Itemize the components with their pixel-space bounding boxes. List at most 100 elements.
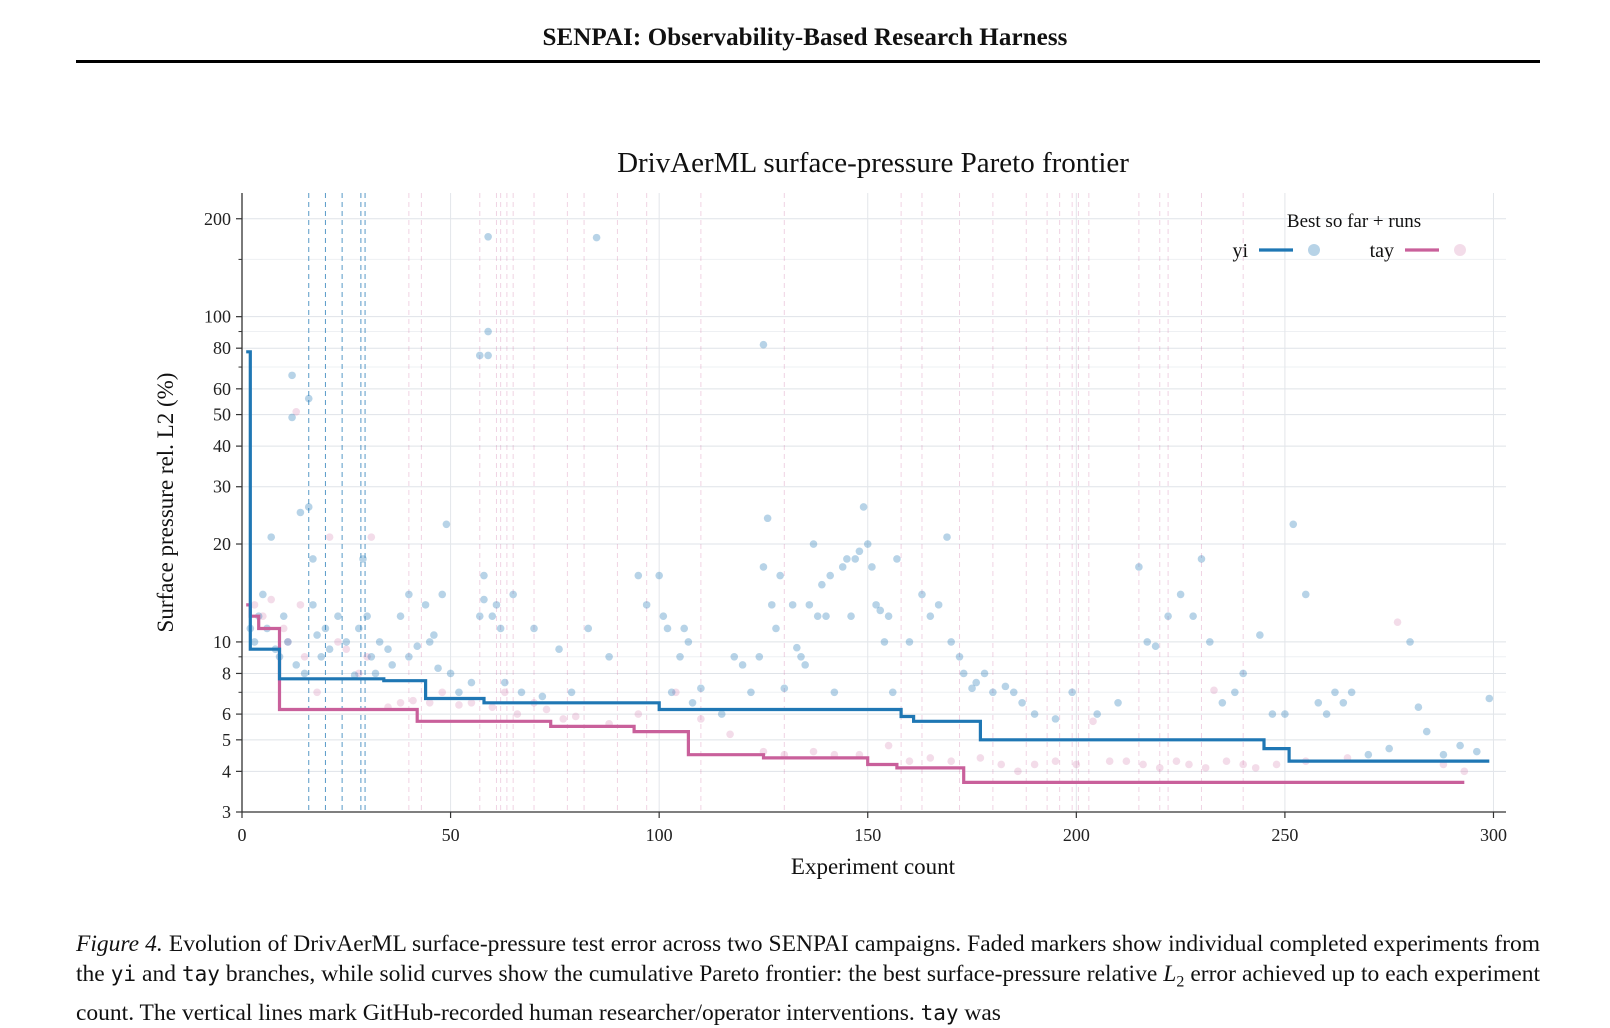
run-marker-yi xyxy=(793,643,801,652)
run-marker-yi xyxy=(496,624,505,633)
run-marker-yi xyxy=(1135,563,1143,571)
run-marker-yi xyxy=(1197,555,1206,563)
run-marker-yi xyxy=(304,394,313,403)
run-marker-tay xyxy=(501,688,509,697)
frontier-line-yi xyxy=(246,350,1490,763)
x-tick-label: 50 xyxy=(442,825,460,845)
run-marker-yi xyxy=(1218,698,1227,707)
run-marker-yi xyxy=(918,590,926,599)
run-marker-tay xyxy=(409,696,417,705)
run-marker-yi xyxy=(801,661,809,669)
run-marker-yi xyxy=(684,638,693,646)
run-marker-yi xyxy=(947,638,955,646)
run-marker-yi xyxy=(1164,612,1172,620)
caption-math-l2: L2 xyxy=(1163,961,1185,991)
run-marker-yi xyxy=(1001,682,1010,691)
run-marker-yi xyxy=(838,563,847,571)
run-marker-yi xyxy=(488,612,497,620)
run-marker-yi xyxy=(826,571,834,580)
run-marker-yi xyxy=(396,612,405,620)
run-marker-yi xyxy=(880,638,889,646)
caption-text-5: was xyxy=(958,999,1001,1026)
run-marker-tay xyxy=(559,715,568,723)
run-marker-yi xyxy=(888,688,897,697)
run-marker-yi xyxy=(1439,750,1448,759)
run-marker-yi xyxy=(1068,688,1076,697)
run-marker-tay xyxy=(467,698,476,707)
y-tick-label: 200 xyxy=(204,209,231,229)
y-tick-label: 60 xyxy=(213,379,231,399)
x-tick-label: 300 xyxy=(1480,825,1507,845)
run-marker-tay xyxy=(726,730,734,739)
run-marker-yi xyxy=(1239,669,1247,678)
y-tick-label: 80 xyxy=(213,338,231,358)
run-marker-yi xyxy=(697,684,705,693)
run-marker-tay xyxy=(425,698,434,707)
run-marker-yi xyxy=(430,631,438,639)
run-marker-yi xyxy=(851,555,860,563)
run-marker-yi xyxy=(843,555,851,563)
run-marker-yi xyxy=(755,653,764,661)
run-marker-yi xyxy=(313,631,321,639)
run-marker-yi xyxy=(425,638,434,646)
run-marker-tay xyxy=(697,715,705,723)
caption-code-yi: yi xyxy=(110,962,137,986)
run-marker-yi xyxy=(455,688,463,697)
run-marker-yi xyxy=(1143,638,1152,646)
y-tick-label: 10 xyxy=(213,632,231,652)
run-marker-yi xyxy=(884,612,893,620)
run-marker-yi xyxy=(325,645,334,653)
y-tick-label: 5 xyxy=(222,730,231,750)
run-marker-yi xyxy=(868,563,876,571)
y-tick-label: 40 xyxy=(213,436,231,456)
run-marker-tay xyxy=(542,705,551,714)
run-marker-yi xyxy=(405,590,413,599)
run-marker-yi xyxy=(1030,710,1039,718)
run-marker-yi xyxy=(980,669,989,678)
run-marker-yi xyxy=(830,688,839,697)
run-marker-tay xyxy=(1272,760,1281,769)
run-marker-yi xyxy=(1289,520,1298,529)
run-marker-yi xyxy=(759,563,768,571)
run-marker-yi xyxy=(1314,698,1323,707)
run-marker-yi xyxy=(667,688,676,697)
legend-marker-yi xyxy=(1308,244,1320,256)
run-marker-tay xyxy=(267,595,276,604)
run-marker-yi xyxy=(501,678,509,687)
run-marker-tay xyxy=(926,754,935,762)
run-marker-yi xyxy=(259,590,267,599)
y-tick-label: 6 xyxy=(222,704,231,724)
run-marker-tay xyxy=(250,601,259,609)
run-marker-yi xyxy=(413,642,422,651)
run-marker-yi xyxy=(304,503,313,511)
run-marker-yi xyxy=(1331,688,1339,697)
run-marker-yi xyxy=(822,612,830,620)
run-marker-yi xyxy=(492,601,501,609)
run-marker-tay xyxy=(884,741,893,750)
run-marker-yi xyxy=(530,624,538,633)
frontier-line-tay xyxy=(246,603,1465,784)
run-marker-tay xyxy=(1155,764,1164,772)
run-marker-yi xyxy=(475,351,484,360)
run-marker-yi xyxy=(688,698,697,707)
run-marker-yi xyxy=(1347,688,1356,697)
run-marker-yi xyxy=(1176,590,1185,599)
chart-title: DrivAerML surface-pressure Pareto fronti… xyxy=(617,147,1129,179)
y-tick-label: 100 xyxy=(204,307,231,327)
run-marker-yi xyxy=(655,571,663,580)
run-marker-yi xyxy=(788,601,797,609)
run-marker-yi xyxy=(1256,631,1264,639)
run-marker-yi xyxy=(1339,698,1348,707)
run-marker-yi xyxy=(250,638,259,646)
run-marker-yi xyxy=(1364,750,1373,759)
run-marker-yi xyxy=(863,540,872,548)
run-marker-yi xyxy=(972,678,981,687)
run-marker-yi xyxy=(943,533,951,541)
run-marker-yi xyxy=(859,503,868,511)
figure-caption: Figure 4. Evolution of DrivAerML surface… xyxy=(76,929,1540,1028)
run-marker-yi xyxy=(847,612,855,620)
run-marker-yi xyxy=(567,688,576,697)
run-marker-yi xyxy=(375,638,384,646)
run-marker-yi xyxy=(1009,688,1018,697)
run-marker-yi xyxy=(480,595,488,604)
